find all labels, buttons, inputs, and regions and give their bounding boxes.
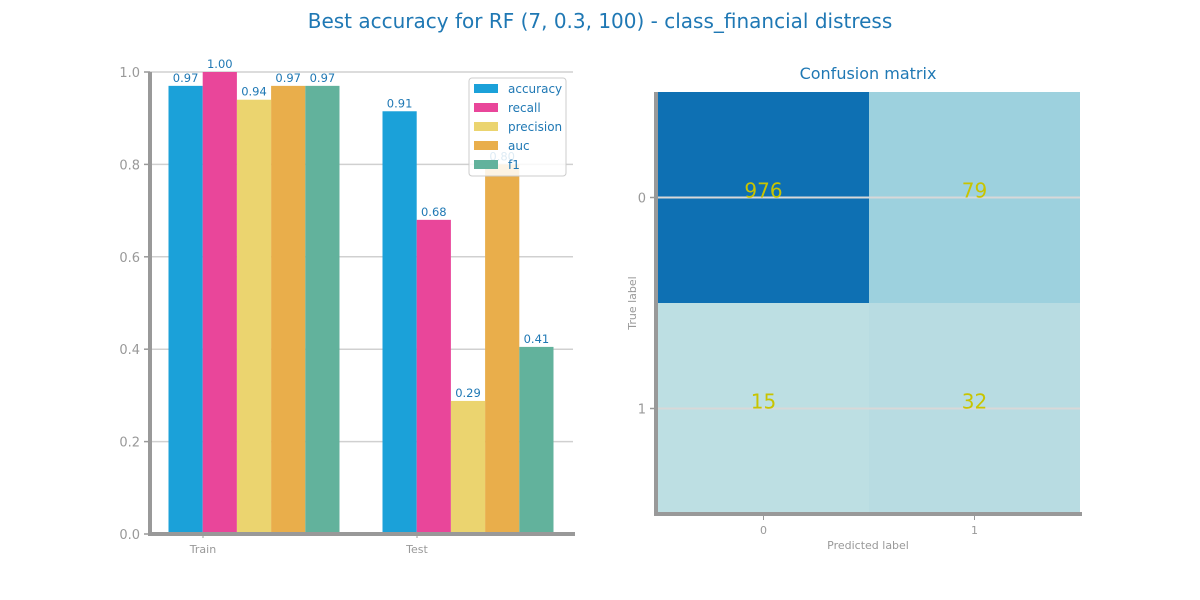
y-tick-label: 0.8 [119, 158, 140, 173]
confusion-matrix-title: Confusion matrix [800, 64, 937, 83]
y-tick-label: 0.2 [119, 436, 140, 451]
cm-x-axis-label: Predicted label [827, 539, 909, 552]
cm-x-tick-label: 1 [971, 524, 978, 537]
figure-title: Best accuracy for RF (7, 0.3, 100) - cla… [308, 9, 893, 33]
legend-label-f1: f1 [508, 158, 520, 172]
bar-recall-test [416, 219, 451, 534]
y-tick-label: 0.0 [119, 528, 140, 543]
data-label: 0.68 [421, 205, 447, 219]
legend-swatch-auc [474, 141, 498, 150]
bar-f1-train [305, 85, 340, 535]
cm-value: 79 [962, 179, 987, 203]
metrics-bar-chart: 0.97 1.00 0.94 0.97 0.97 Train 0.91 0.68 0.29 0.8… [119, 57, 575, 556]
legend: accuracy recall precision auc f1 [468, 77, 567, 177]
legend-swatch-precision [474, 122, 498, 131]
bar-recall-train [202, 72, 237, 534]
cm-y-axis-label: True label [626, 276, 639, 330]
data-label: 0.94 [241, 85, 267, 99]
bar-auc-test [485, 164, 520, 534]
data-label: 0.97 [173, 71, 199, 85]
y-tick-label: 0.6 [119, 251, 140, 266]
legend-swatch-f1 [474, 160, 498, 169]
legend-label-precision: precision [508, 120, 562, 134]
data-label: 0.97 [310, 71, 336, 85]
legend-box [468, 77, 567, 177]
legend-label-accuracy: accuracy [508, 82, 562, 96]
cm-y-tick-label: 0 [638, 192, 646, 207]
bar-precision-train [236, 99, 272, 534]
data-label: 0.91 [387, 96, 413, 110]
data-label: 1.00 [207, 57, 233, 71]
legend-swatch-accuracy [474, 84, 498, 93]
data-label: 0.97 [275, 71, 301, 85]
x-tick-label: Train [189, 543, 216, 556]
confusion-matrix-chart: Confusion matrix Predicted label True la… [626, 64, 1082, 552]
cm-value: 15 [751, 390, 776, 414]
cm-y-tick-label: 1 [638, 403, 646, 418]
y-tick-label: 1.0 [119, 66, 140, 81]
bar-accuracy-train [168, 85, 203, 535]
bar-auc-train [271, 85, 306, 535]
legend-label-recall: recall [508, 101, 541, 115]
x-tick-label: Test [405, 543, 428, 556]
cm-value: 32 [962, 390, 987, 414]
bar-accuracy-test [382, 111, 417, 535]
legend-swatch-recall [474, 103, 498, 112]
y-tick-label: 0.4 [119, 343, 140, 358]
bar-precision-test [450, 400, 486, 534]
bar-f1-test [519, 346, 554, 534]
data-label: 0.29 [455, 386, 481, 400]
legend-label-auc: auc [508, 139, 530, 153]
cm-x-tick-label: 0 [760, 524, 767, 537]
cm-value: 976 [744, 179, 782, 203]
data-label: 0.41 [524, 332, 550, 346]
